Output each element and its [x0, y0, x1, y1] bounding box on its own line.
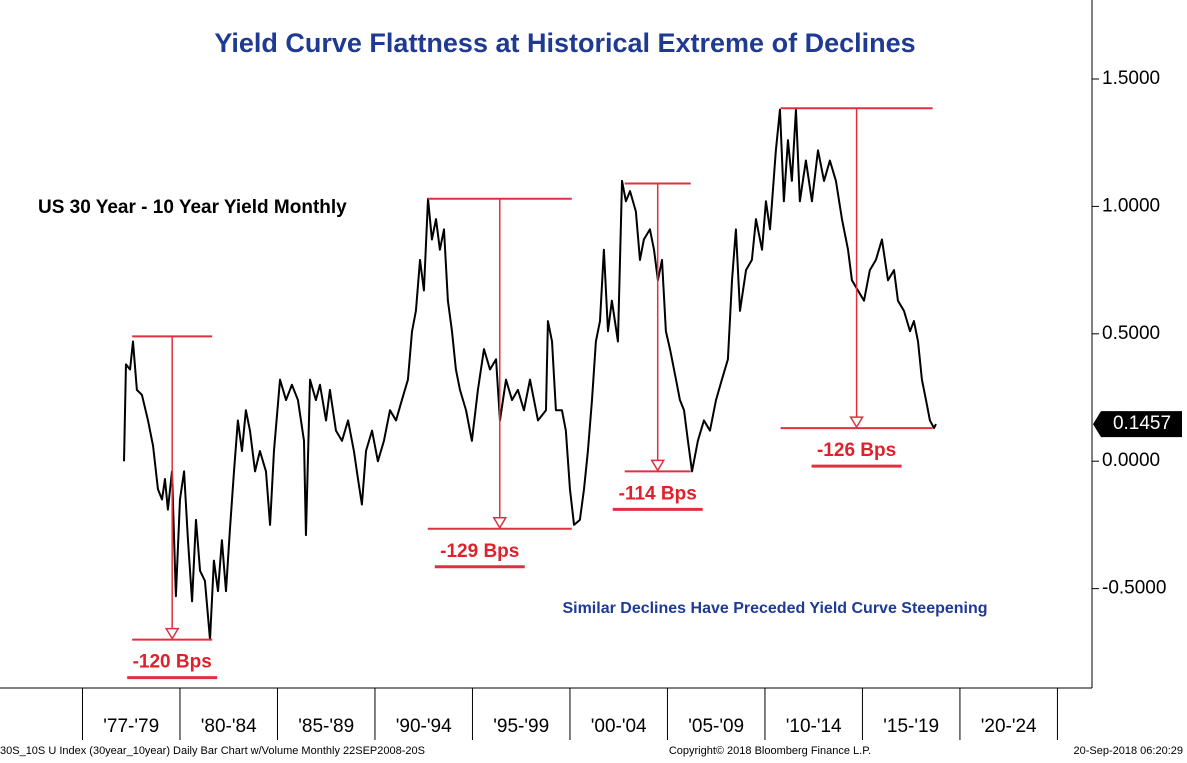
x-tick-label: '00-'04	[591, 716, 647, 737]
arrow-head	[492, 516, 508, 530]
x-tick-label: '20-'24	[981, 716, 1037, 737]
arrow-head	[849, 416, 864, 429]
y-tick-label: 1.5000	[1102, 68, 1160, 89]
line-series	[123, 108, 937, 641]
annotation-label: -126 Bps	[817, 440, 896, 461]
x-tick-label: '85-'89	[298, 716, 354, 737]
chart-note: Similar Declines Have Preceded Yield Cur…	[562, 600, 987, 617]
x-tick-label: '95-'99	[493, 716, 549, 737]
footer-right: 20-Sep-2018 06:20:29	[1074, 745, 1183, 757]
chart-subtitle: US 30 Year - 10 Year Yield Monthly	[38, 197, 347, 218]
x-tick-label: '90-'94	[396, 716, 452, 737]
x-tick-label: '10-'14	[786, 716, 842, 737]
annotation-label: -114 Bps	[619, 483, 697, 504]
x-tick-label: '05-'09	[688, 716, 744, 737]
arrow-head	[650, 459, 666, 472]
y-tick-label: -0.5000	[1102, 578, 1166, 599]
y-tick-label: 1.0000	[1102, 195, 1160, 216]
annotation-label: -120 Bps	[133, 652, 212, 673]
y-tick-label: 0.5000	[1102, 323, 1160, 344]
last-value-label: 0.1457	[1113, 413, 1171, 434]
last-value-pointer	[1093, 411, 1182, 438]
y-tick-label: 0.0000	[1102, 450, 1160, 471]
x-tick-label: '15-'19	[883, 716, 939, 737]
chart-title: Yield Curve Flattness at Historical Extr…	[214, 28, 915, 58]
footer-center: Copyright© 2018 Bloomberg Finance L.P.	[669, 745, 871, 757]
arrow-head	[164, 627, 180, 641]
footer-left: 30S_10S U Index (30year_10year) Daily Ba…	[0, 745, 425, 757]
x-tick-label: '77-'79	[103, 716, 159, 737]
annotation-label: -129 Bps	[440, 541, 519, 562]
x-tick-label: '80-'84	[201, 716, 257, 737]
